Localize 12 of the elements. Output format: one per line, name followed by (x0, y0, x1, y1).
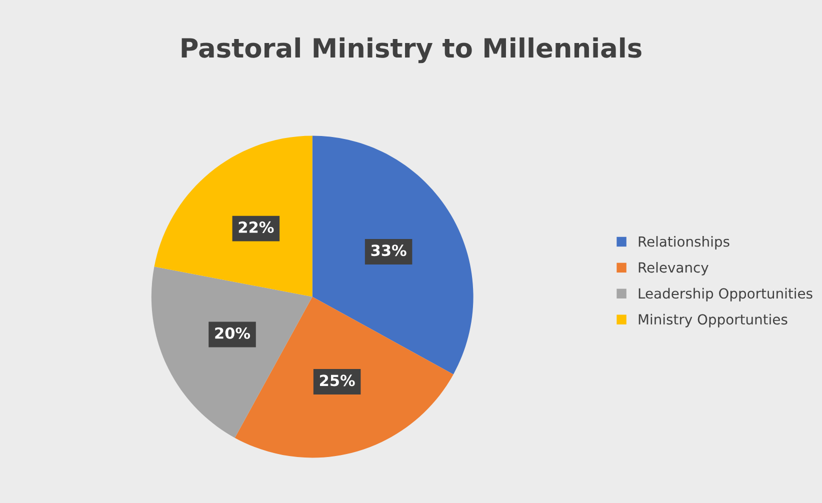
pie-slice (154, 136, 312, 297)
pie-slice (312, 136, 474, 374)
legend-label: Leadership Opportunities (638, 288, 812, 302)
data-label: 20% (215, 327, 250, 339)
chart-title: Pastoral Ministry to Millennials (182, 37, 642, 64)
legend-label: Relationships (638, 236, 730, 250)
legend-label: Relevancy (638, 262, 708, 276)
pie-slice (151, 266, 312, 438)
data-label: 33% (371, 244, 406, 256)
legend-label: Ministry Opportunties (638, 314, 788, 328)
data-label: 22% (238, 221, 274, 233)
data-label: 25% (320, 374, 355, 386)
